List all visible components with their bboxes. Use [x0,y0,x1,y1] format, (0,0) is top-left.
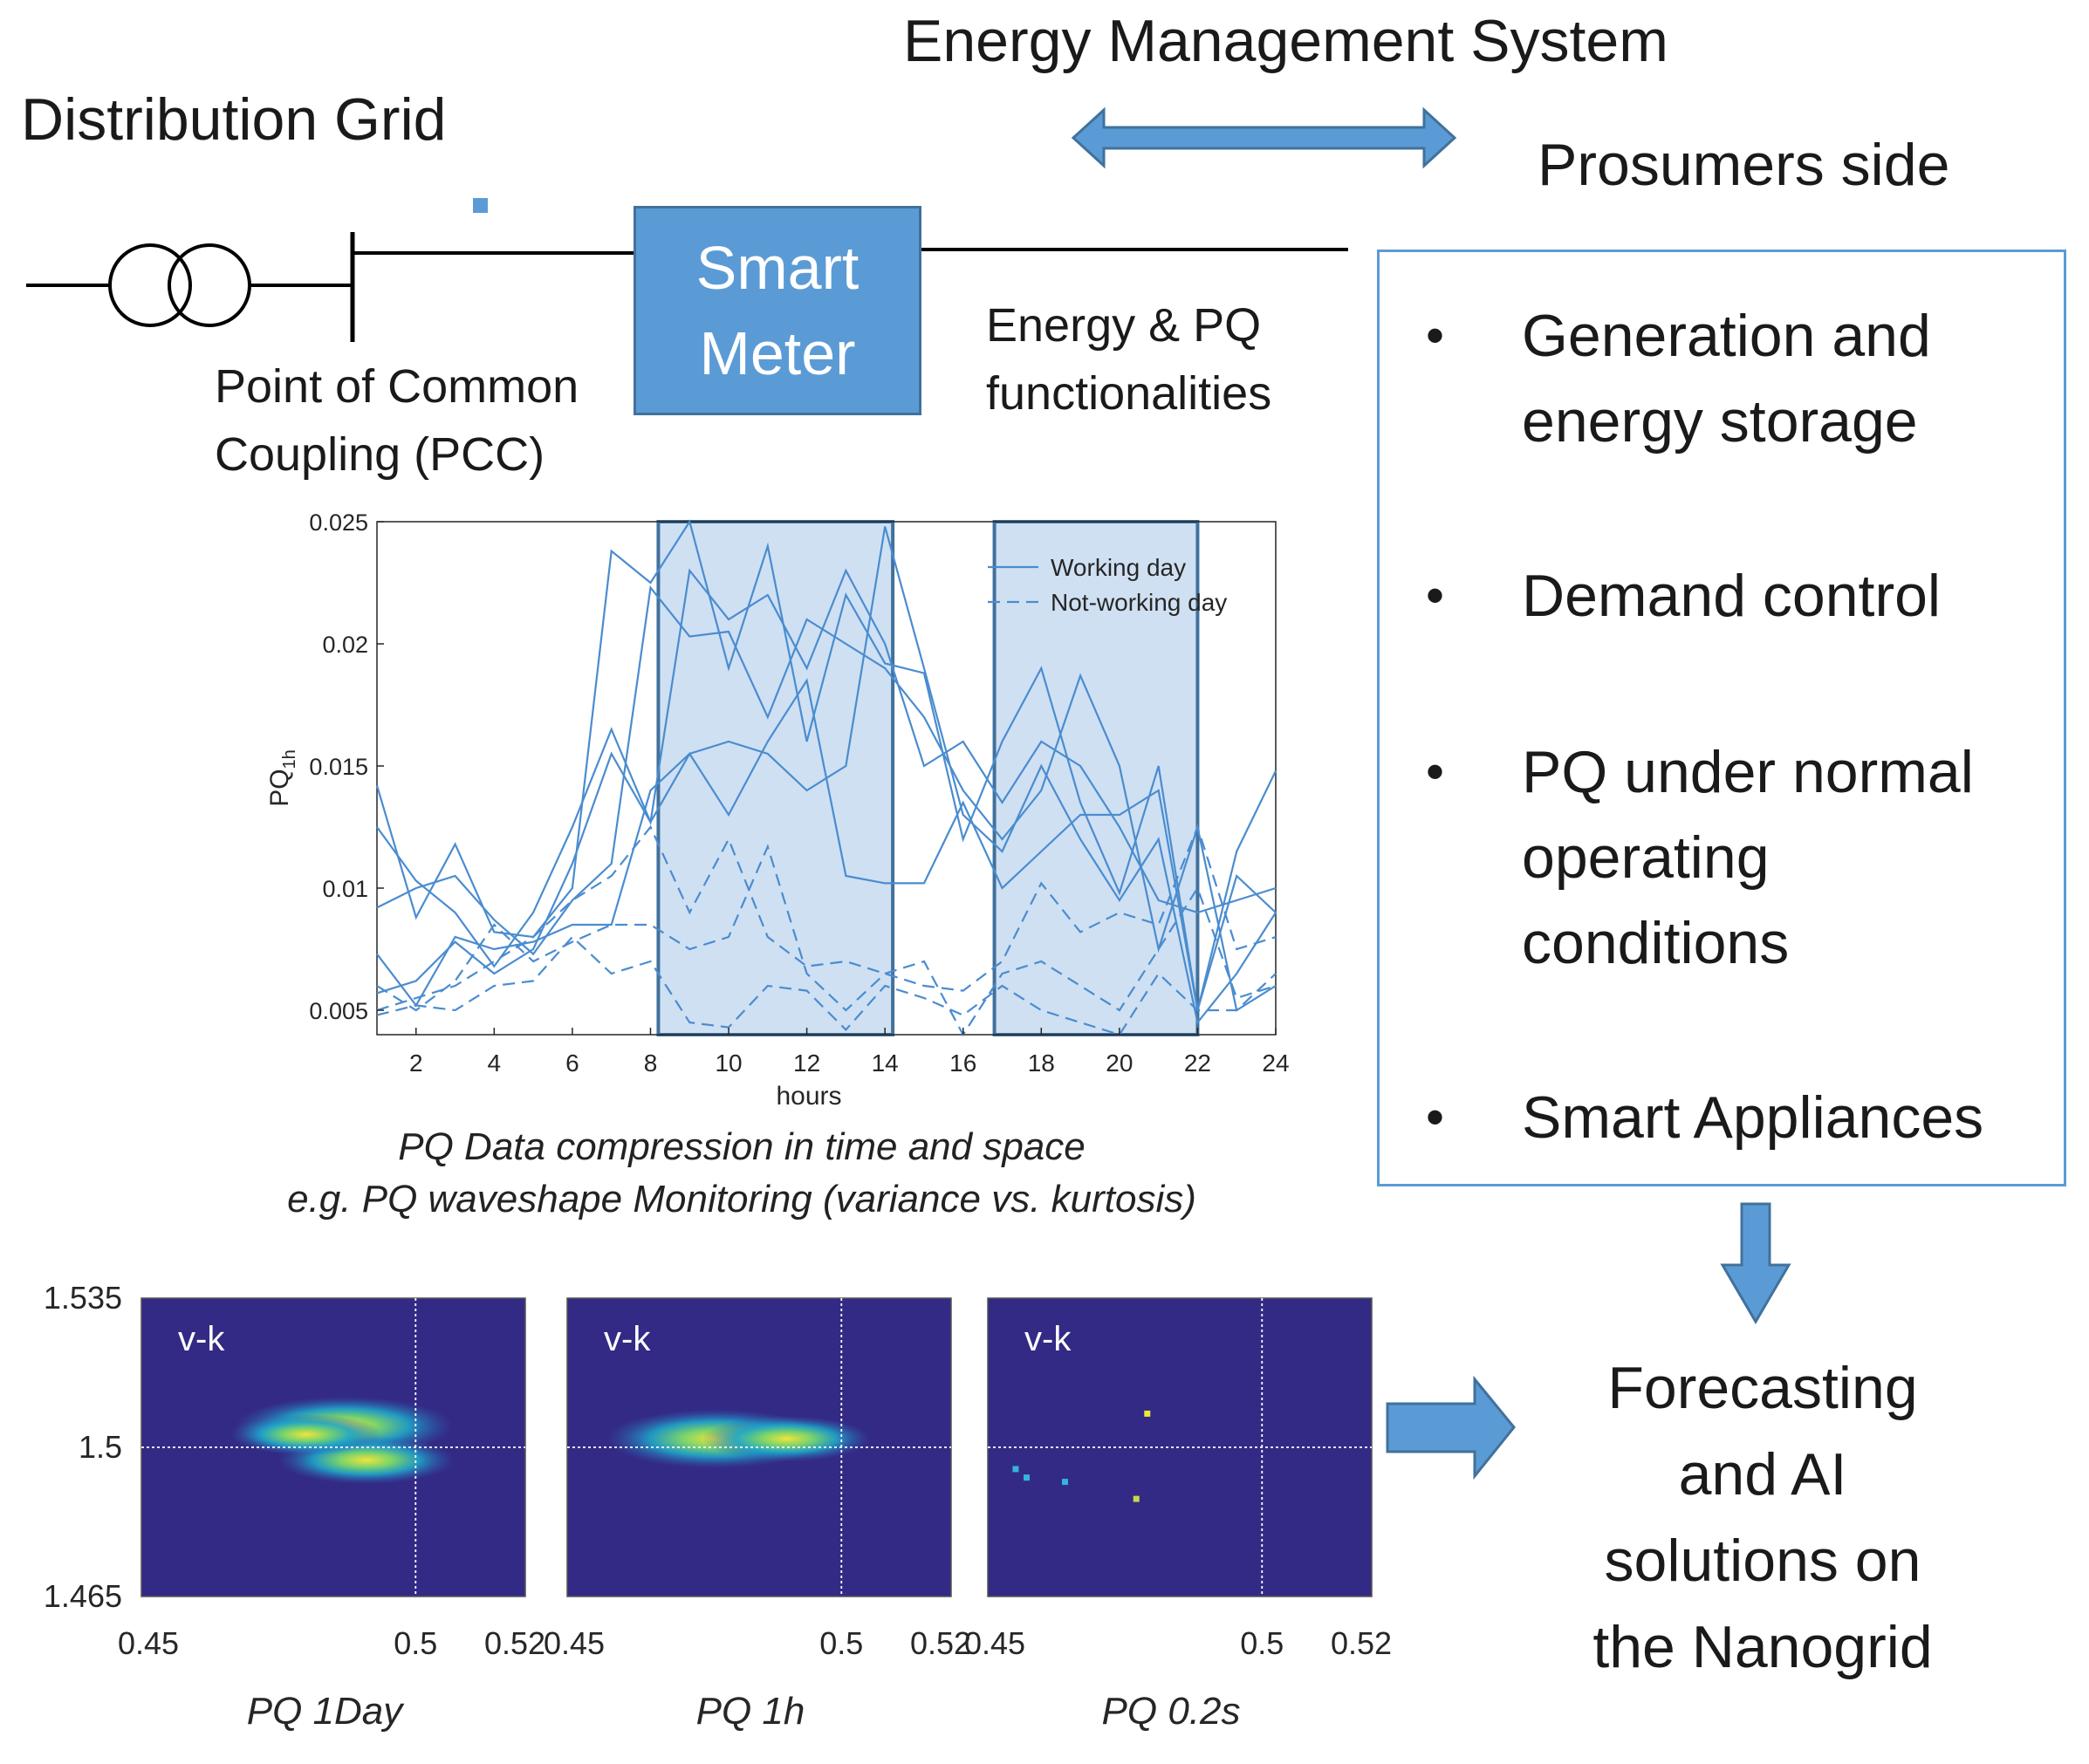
pcc-label: Point of Common Coupling (PCC) [215,352,579,489]
prosumers-title: Prosumers side [1538,132,1950,198]
x-tick-label: 8 [644,1050,658,1077]
y-tick-label: 0.005 [309,998,368,1024]
y-axis-label: PQ1h [265,749,299,807]
bullet-icon: • [1426,566,1445,625]
legend-working-day: Working day [1051,554,1186,581]
x-tick-label: 4 [488,1050,502,1077]
x-tick-label: 22 [1184,1050,1211,1077]
prosumer-item-text: Generation and [1522,303,1931,369]
working-day-line [376,568,1277,968]
highlight-window [656,520,895,1036]
heatmap-title: v-k [604,1320,651,1358]
functionalities-line2: functionalities [986,367,1272,420]
forecast-line: Forecasting [1607,1355,1918,1421]
caption-line1: PQ Data compression in time and space [398,1125,1086,1168]
heatmap-x-tick-label: 0.45 [544,1625,605,1661]
bullet-icon: • [1426,742,1445,801]
vk-heatmaps: v-k 0.45 0.5 0.52 PQ 1Day 1.535 1.5 1.465 v-k 0.4… [44,1282,1392,1733]
density-point [1024,1474,1030,1481]
heatmap-x-tick-label: 0.45 [964,1625,1025,1661]
prosumer-item-text: Smart Appliances [1522,1084,1984,1151]
working-day-line [376,526,1277,1025]
density-point [1012,1466,1019,1473]
heatmap-x-tick-label: 0.52 [910,1625,971,1661]
x-tick-label: 14 [872,1050,899,1077]
y-tick-label: 0.015 [309,754,368,780]
transformer-coil-icon [168,243,251,327]
prosumer-item-text: conditions [1522,910,1790,976]
heatmap-x-tick-label: 0.52 [484,1625,545,1661]
x-tick-label: 2 [409,1050,423,1077]
heatmap-caption: PQ 1h [696,1690,805,1733]
y-tick-label: 0.01 [322,876,368,902]
density-point [1133,1495,1140,1502]
heatmap-x-tick-label: 0.45 [118,1625,179,1661]
smart-meter-line1: Smart [695,234,860,302]
heatmap-y-tick-label: 1.465 [44,1578,122,1614]
ems-double-arrow-icon [1071,106,1457,169]
x-tick-label: 6 [565,1050,579,1077]
heatmap-x-tick-label: 0.5 [394,1625,437,1661]
pcc-label-line2: Coupling (PCC) [215,428,545,481]
not-working-day-line [376,935,1277,1036]
pq-line-chart: 2 4 6 8 10 12 14 16 18 20 22 240.0050.010.0150.020.… [265,509,1290,1111]
grid-title: Distribution Grid [21,86,447,153]
y-tick-label: 0.025 [309,509,368,536]
heatmap-x-tick-label: 0.5 [819,1625,863,1661]
x-tick-label: 20 [1106,1050,1133,1077]
marker-square-icon [473,198,488,213]
highlight-window [992,520,1200,1036]
x-axis-label: hours [776,1082,841,1111]
ems-title: Energy Management System [903,8,1668,74]
x-tick-label: 16 [949,1050,976,1077]
density-point [1144,1410,1151,1417]
down-arrow-icon [1720,1202,1791,1324]
heatmap-x-tick-label: 0.52 [1331,1625,1392,1661]
forecast-line: the Nanogrid [1592,1614,1933,1680]
y-axis-label-main: PQ [265,769,294,806]
forecast-line: and AI [1678,1441,1847,1508]
plot-frame [376,521,1277,1036]
smart-meter-box: Smart Meter [634,206,921,415]
prosumer-item-text: energy storage [1522,388,1918,455]
caption-line2: e.g. PQ waveshape Monitoring (variance v… [287,1178,1196,1220]
x-tick-label: 10 [715,1050,742,1077]
smart-meter-line2: Meter [699,319,856,387]
heatmap-caption: PQ 1Day [247,1690,406,1733]
prosumer-item-text: Demand control [1522,563,1942,629]
transformer-icon [108,243,192,327]
heatmap-title: v-k [178,1320,225,1358]
forecast-line: solutions on [1604,1528,1921,1594]
working-day-line [375,519,1277,1011]
bullet-icon: • [1426,306,1445,365]
heatmap-title: v-k [1024,1320,1072,1358]
y-axis-label-sub: 1h [280,749,299,769]
pcc-label-line1: Point of Common [215,360,579,413]
heatmap-x-tick-label: 0.5 [1240,1625,1284,1661]
not-working-day-line [376,824,1277,1012]
y-tick-label: 0.02 [322,632,368,658]
bullet-icon: • [1426,1088,1445,1146]
density-blob [229,1413,382,1455]
working-day-line [376,585,1277,1012]
x-tick-label: 18 [1028,1050,1055,1077]
x-tick-label: 24 [1262,1050,1289,1077]
right-arrow-icon [1386,1375,1516,1480]
x-tick-label: 12 [793,1050,820,1077]
heatmap-y-tick-label: 1.5 [79,1429,122,1465]
functionalities-line1: Energy & PQ [986,299,1262,352]
density-point [1062,1479,1068,1486]
forecast-label: Forecasting and AI solutions on the Nano… [1553,1345,1972,1691]
heatmap-caption: PQ 0.2s [1102,1690,1241,1733]
prosumer-item-text: operating [1522,824,1770,891]
density-blob [702,1416,871,1462]
prosumer-item-text: PQ under normal [1522,739,1974,805]
legend-not-working-day: Not-working day [1051,589,1227,616]
functionalities-label: Energy & PQ functionalities [986,291,1271,427]
heatmap-y-tick-label: 1.535 [44,1282,122,1316]
prosumers-box [1377,250,2066,1186]
